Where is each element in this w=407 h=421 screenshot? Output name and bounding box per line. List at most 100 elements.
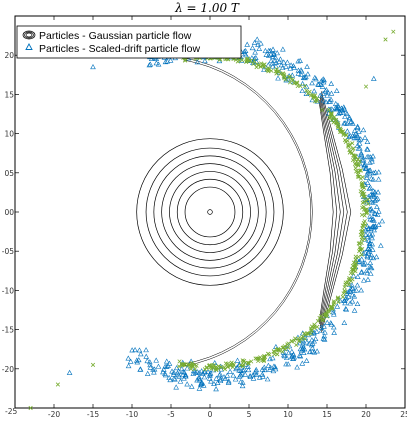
gaussian-contour-line bbox=[320, 95, 345, 329]
scaled-drift-cross bbox=[276, 69, 282, 74]
scaled-drift-triangle bbox=[202, 58, 208, 64]
x-tick-label: 15 bbox=[322, 410, 332, 419]
scaled-drift-triangle bbox=[239, 383, 246, 389]
scaled-drift-triangle bbox=[213, 386, 219, 392]
contour-ring bbox=[207, 209, 213, 215]
scaled-drift-triangle bbox=[374, 195, 381, 201]
chart-title: λ = 1.00 T bbox=[174, 1, 240, 15]
scaled-drift-cross bbox=[354, 261, 359, 266]
scaled-drift-triangle bbox=[341, 319, 348, 325]
scaled-drift-triangle bbox=[360, 250, 367, 256]
scaled-drift-triangle bbox=[295, 58, 302, 64]
scaled-drift-triangle bbox=[164, 58, 171, 64]
scaled-drift-triangle bbox=[340, 104, 347, 110]
scaled-drift-triangle bbox=[127, 358, 134, 364]
x-tick-label: 10 bbox=[283, 410, 293, 419]
scaled-drift-triangle bbox=[271, 363, 277, 369]
scaled-drift-triangle bbox=[301, 74, 308, 80]
scaled-drift-cross bbox=[188, 364, 193, 369]
scaled-drift-cross bbox=[360, 189, 366, 195]
scaled-drift-triangle bbox=[354, 273, 361, 279]
scaled-drift-triangle bbox=[135, 357, 142, 363]
scaled-drift-triangle bbox=[342, 113, 348, 119]
scaled-drift-cross bbox=[313, 99, 318, 104]
scaled-drift-triangle bbox=[375, 208, 382, 214]
scaled-drift-triangle bbox=[328, 90, 335, 96]
scaled-drift-triangle bbox=[256, 45, 263, 51]
scaled-drift-triangle bbox=[262, 47, 269, 53]
scaled-drift-triangle bbox=[365, 276, 371, 282]
scaled-drift-triangle bbox=[234, 357, 241, 363]
scaled-drift-triangle bbox=[143, 347, 149, 353]
scaled-drift-triangle bbox=[366, 247, 373, 253]
scaled-drift-triangle bbox=[184, 365, 191, 371]
scaled-drift-triangle bbox=[368, 225, 374, 231]
scaled-drift-triangle bbox=[281, 352, 287, 358]
scaled-drift-cross bbox=[240, 358, 245, 363]
scaled-drift-cross bbox=[275, 352, 280, 357]
scaled-drift-cross bbox=[256, 358, 261, 364]
scaled-drift-cross bbox=[244, 59, 249, 65]
x-tick-label: 20 bbox=[361, 410, 371, 419]
scaled-drift-triangle bbox=[276, 58, 282, 64]
scaled-drift-triangle bbox=[194, 369, 200, 375]
scaled-drift-cross bbox=[350, 158, 356, 163]
scaled-drift-triangle bbox=[261, 367, 268, 373]
scaled-drift-triangle bbox=[368, 156, 375, 162]
scaled-drift-cross bbox=[249, 359, 254, 364]
scaled-drift-cross bbox=[282, 75, 287, 81]
scaled-drift-cross bbox=[335, 295, 341, 300]
scaled-drift-triangle bbox=[370, 170, 377, 176]
scaled-drift-cross bbox=[230, 365, 235, 370]
scaled-drift-triangle bbox=[132, 347, 138, 353]
scaled-drift-triangle bbox=[372, 169, 379, 175]
scaled-drift-triangle bbox=[358, 269, 365, 275]
scaled-drift-triangle bbox=[327, 98, 334, 104]
scaled-drift-cross bbox=[287, 80, 293, 85]
scaled-drift-triangle bbox=[270, 368, 277, 374]
scaled-drift-triangle bbox=[265, 362, 272, 368]
scaled-drift-triangle bbox=[167, 57, 174, 63]
scaled-drift-triangle bbox=[289, 352, 295, 358]
scaled-drift-cross bbox=[261, 358, 266, 364]
scaled-drift-triangle bbox=[369, 158, 375, 164]
scaled-drift-cross bbox=[231, 361, 236, 366]
scaled-drift-cross bbox=[360, 232, 365, 237]
scaled-drift-triangle bbox=[356, 140, 363, 146]
scaled-drift-triangle bbox=[365, 245, 372, 252]
scaled-drift-triangle bbox=[291, 354, 298, 360]
scaled-drift-triangle bbox=[171, 369, 177, 375]
scaled-drift-triangle bbox=[244, 41, 250, 47]
x-tick-label: 5 bbox=[247, 410, 252, 419]
scaled-drift-triangle bbox=[136, 347, 143, 353]
scaled-drift-triangle bbox=[342, 300, 348, 306]
scaled-drift-triangle bbox=[213, 375, 220, 381]
scaled-drift-triangle bbox=[241, 48, 248, 54]
scaled-drift-triangle bbox=[266, 366, 273, 372]
scaled-drift-cross bbox=[231, 363, 236, 368]
scaled-drift-triangle bbox=[356, 137, 363, 143]
x-tick-label: 0 bbox=[208, 410, 213, 419]
scaled-drift-triangle bbox=[309, 337, 315, 343]
scaled-drift-triangle bbox=[361, 162, 368, 168]
scaled-drift-triangle bbox=[364, 254, 371, 260]
scaled-drift-triangle bbox=[160, 369, 166, 375]
scaled-drift-triangle bbox=[284, 59, 291, 65]
scaled-drift-triangle bbox=[211, 359, 218, 366]
scaled-drift-triangle bbox=[147, 61, 154, 67]
scaled-drift-cross bbox=[211, 365, 216, 370]
scaled-drift-triangle bbox=[163, 363, 170, 369]
scaled-drift-triangle bbox=[363, 267, 370, 273]
scaled-drift-triangle bbox=[237, 378, 244, 385]
contour-ring bbox=[184, 186, 236, 238]
scaled-drift-cross bbox=[238, 363, 243, 368]
scaled-drift-triangle bbox=[311, 338, 317, 344]
scaled-drift-triangle bbox=[249, 45, 256, 51]
scaled-drift-triangle bbox=[184, 381, 190, 387]
scaled-drift-triangle bbox=[261, 364, 268, 370]
contour-ring bbox=[161, 163, 259, 261]
scaled-drift-triangle bbox=[225, 378, 232, 384]
scaled-drift-cross bbox=[329, 306, 334, 311]
gaussian-arc bbox=[183, 59, 312, 365]
scaled-drift-triangle bbox=[323, 99, 329, 105]
